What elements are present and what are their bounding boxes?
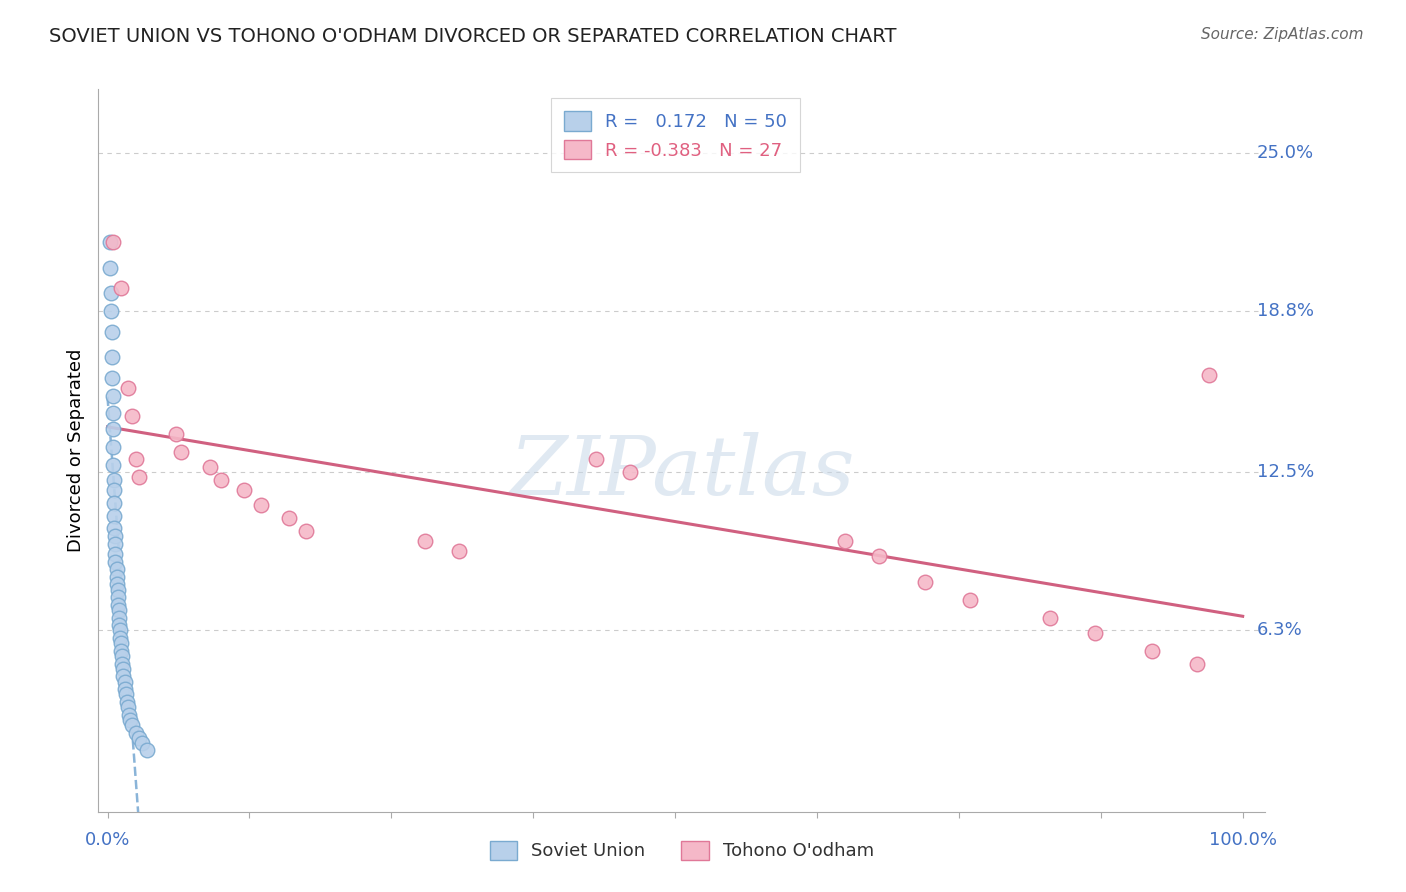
Text: 12.5%: 12.5%	[1257, 463, 1313, 481]
Point	[209, 473, 232, 487]
Point	[868, 549, 890, 564]
Point	[1140, 644, 1163, 658]
Point	[834, 534, 856, 549]
Point	[295, 524, 318, 538]
Point	[104, 536, 127, 550]
Text: ZIPatlas: ZIPatlas	[509, 432, 855, 512]
Point	[1198, 368, 1220, 383]
Point	[110, 636, 132, 650]
Point	[112, 669, 135, 683]
Point	[108, 610, 131, 624]
Point	[103, 483, 125, 497]
Point	[170, 444, 193, 458]
Point	[104, 547, 127, 561]
Point	[115, 695, 138, 709]
Y-axis label: Divorced or Separated: Divorced or Separated	[66, 349, 84, 552]
Point	[101, 406, 124, 420]
Point	[120, 713, 142, 727]
Text: SOVIET UNION VS TOHONO O'ODHAM DIVORCED OR SEPARATED CORRELATION CHART: SOVIET UNION VS TOHONO O'ODHAM DIVORCED …	[49, 27, 897, 45]
Point	[101, 351, 124, 365]
Point	[105, 562, 128, 576]
Point	[101, 458, 124, 472]
Point	[112, 662, 135, 676]
Point	[100, 304, 122, 318]
Point	[1187, 657, 1209, 671]
Point	[249, 499, 271, 513]
Point	[98, 260, 121, 275]
Point	[107, 591, 129, 605]
Point	[105, 577, 128, 591]
Text: Source: ZipAtlas.com: Source: ZipAtlas.com	[1201, 27, 1364, 42]
Point	[198, 460, 221, 475]
Point	[165, 426, 187, 441]
Point	[1039, 610, 1062, 624]
Point	[108, 624, 131, 638]
Point	[103, 508, 125, 523]
Point	[103, 521, 125, 535]
Point	[110, 281, 132, 295]
Point	[125, 452, 148, 467]
Point	[104, 529, 127, 543]
Point	[117, 381, 139, 395]
Point	[101, 388, 124, 402]
Point	[959, 592, 981, 607]
Point	[103, 496, 125, 510]
Point	[232, 483, 254, 497]
Point	[128, 731, 150, 745]
Point	[101, 325, 124, 339]
Text: 25.0%: 25.0%	[1257, 144, 1313, 162]
Point	[105, 570, 128, 584]
Point	[108, 631, 131, 645]
Text: 0.0%: 0.0%	[84, 831, 131, 849]
Text: 100.0%: 100.0%	[1209, 831, 1277, 849]
Point	[1084, 626, 1107, 640]
Text: 6.3%: 6.3%	[1257, 622, 1302, 640]
Point	[118, 707, 141, 722]
Point	[125, 725, 148, 739]
Point	[101, 440, 124, 454]
Point	[101, 422, 124, 436]
Point	[110, 644, 132, 658]
Point	[117, 700, 139, 714]
Point	[107, 582, 129, 597]
Point	[103, 473, 125, 487]
Point	[415, 534, 437, 549]
Point	[131, 736, 153, 750]
Point	[278, 511, 301, 525]
Point	[101, 370, 124, 384]
Point	[121, 718, 143, 732]
Point	[114, 682, 136, 697]
Point	[104, 555, 127, 569]
Point	[585, 452, 607, 467]
Point	[101, 235, 124, 250]
Point	[98, 235, 121, 250]
Point	[121, 409, 143, 423]
Point	[108, 618, 131, 632]
Point	[136, 743, 159, 757]
Point	[449, 544, 471, 558]
Legend: Soviet Union, Tohono O'odham: Soviet Union, Tohono O'odham	[482, 833, 882, 868]
Point	[128, 470, 150, 484]
Point	[114, 674, 136, 689]
Point	[111, 648, 134, 663]
Point	[100, 286, 122, 301]
Text: 18.8%: 18.8%	[1257, 302, 1313, 320]
Point	[108, 603, 131, 617]
Point	[107, 598, 129, 612]
Point	[619, 465, 641, 479]
Point	[114, 687, 136, 701]
Point	[111, 657, 134, 671]
Point	[914, 574, 936, 589]
